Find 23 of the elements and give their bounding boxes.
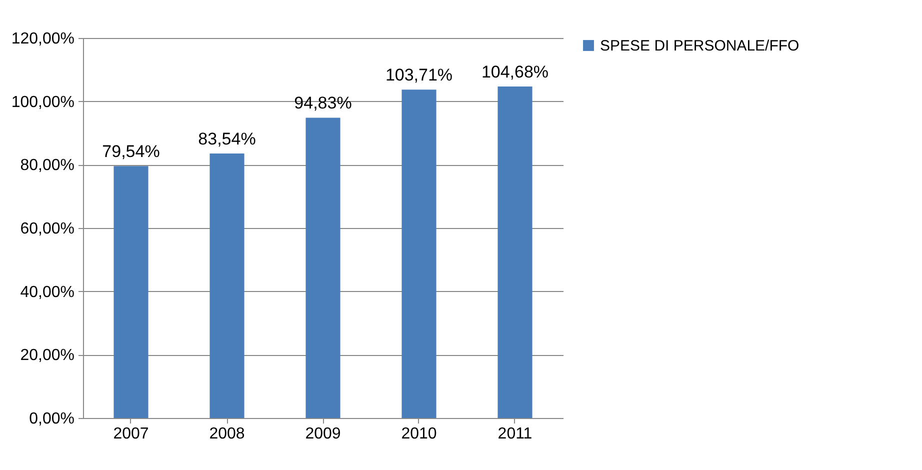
x-tick-label: 2009	[305, 426, 341, 442]
x-tick-label: 2011	[498, 426, 532, 442]
y-tick-label: 100,00%	[11, 94, 74, 111]
legend-label: SPESE DI PERSONALE/FFO	[600, 38, 800, 54]
data-label: 104,68%	[481, 62, 549, 82]
y-tick-label: 80,00%	[20, 157, 74, 174]
y-tick-label: 0,00%	[29, 410, 74, 428]
x-tick-label: 2010	[401, 426, 437, 442]
y-tick-label: 60,00%	[20, 220, 74, 238]
y-tick-label: 40,00%	[20, 284, 74, 301]
bar	[210, 153, 244, 418]
data-label: 94,83%	[294, 94, 352, 113]
data-label: 103,71%	[385, 66, 453, 85]
data-label: 83,54%	[198, 129, 256, 148]
x-tick-label: 2008	[209, 426, 245, 442]
bar	[114, 166, 148, 418]
data-label: 79,54%	[102, 142, 160, 162]
bar	[498, 86, 532, 418]
bar	[306, 118, 340, 418]
bar	[402, 90, 436, 418]
y-tick-label: 120,00%	[11, 30, 74, 48]
y-tick-label: 20,00%	[20, 347, 74, 364]
x-tick-label: 2007	[113, 426, 149, 442]
